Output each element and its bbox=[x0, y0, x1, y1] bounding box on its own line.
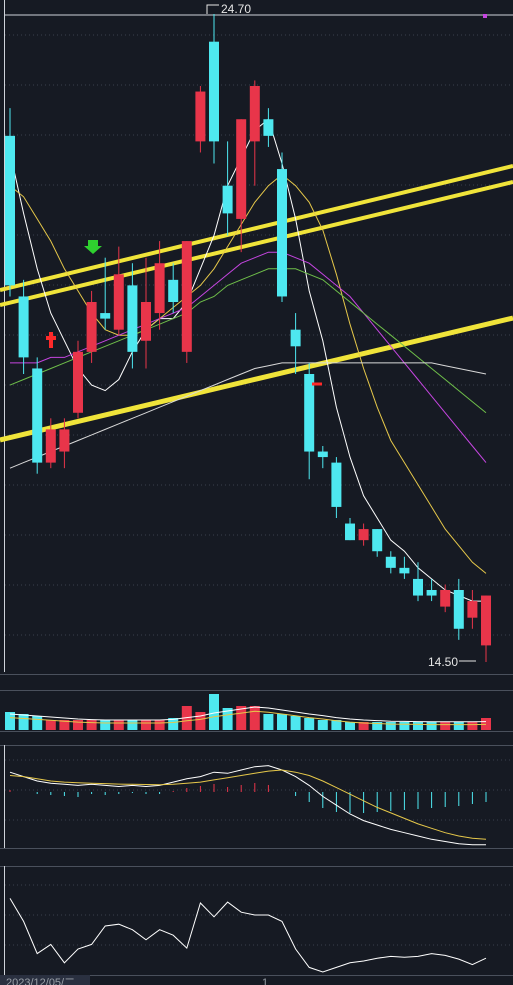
volume-bar bbox=[304, 718, 315, 730]
volume-bar bbox=[440, 722, 451, 730]
trend-lines bbox=[0, 164, 513, 443]
high-price-label: 24.70 bbox=[221, 2, 251, 16]
volume-bar bbox=[236, 706, 247, 730]
volume-ma-line bbox=[9, 706, 487, 723]
buy-signal-icon bbox=[84, 240, 102, 254]
candlesticks bbox=[5, 4, 491, 662]
volume-bar bbox=[467, 722, 478, 730]
candle-body bbox=[45, 429, 56, 463]
volume-bar bbox=[141, 720, 151, 730]
volume-bar bbox=[345, 722, 355, 730]
date-label-box bbox=[0, 975, 90, 985]
volume-bar bbox=[59, 720, 70, 730]
candle-body bbox=[317, 451, 328, 458]
trend-line-upper bbox=[0, 164, 513, 292]
ma-line bbox=[9, 118, 486, 602]
candle-body bbox=[100, 313, 111, 319]
volume-bar bbox=[385, 722, 396, 730]
candle-body bbox=[304, 374, 315, 452]
candle-body bbox=[73, 351, 83, 413]
oscillator-line bbox=[9, 898, 487, 973]
candle-body bbox=[263, 119, 274, 136]
candle-body bbox=[467, 601, 478, 618]
ma-line bbox=[9, 268, 487, 414]
candle-body bbox=[86, 302, 97, 352]
volume-bar bbox=[222, 708, 233, 730]
candle-body bbox=[440, 590, 451, 607]
volume-bar bbox=[113, 720, 124, 730]
candle-body bbox=[113, 274, 124, 330]
volume-bar bbox=[73, 720, 83, 730]
volume-bar bbox=[277, 714, 287, 730]
volume-bar bbox=[209, 694, 219, 730]
volume-ma2-line bbox=[9, 710, 487, 726]
x-tick-label: 1 bbox=[262, 977, 268, 985]
candle-body bbox=[372, 529, 383, 552]
candle-body bbox=[154, 263, 165, 314]
macd-dif-line bbox=[9, 765, 486, 846]
volume-bar bbox=[358, 722, 369, 730]
low-price-label: 14.50 bbox=[428, 655, 458, 669]
volume-bar bbox=[100, 720, 111, 730]
macd-dea-line bbox=[9, 769, 487, 840]
volume-bar bbox=[249, 706, 260, 730]
candle-body bbox=[222, 185, 233, 214]
volume-bar bbox=[372, 722, 383, 730]
volume-bar bbox=[317, 720, 328, 730]
candle-body bbox=[168, 279, 179, 302]
volume-bar bbox=[168, 718, 179, 730]
volume-bar bbox=[195, 712, 206, 730]
candle-body bbox=[181, 241, 192, 352]
candle-body bbox=[358, 529, 369, 541]
trend-line-middle bbox=[0, 180, 513, 307]
volume-bar bbox=[127, 720, 138, 730]
volume-bar bbox=[290, 716, 301, 730]
volume-bar bbox=[154, 720, 165, 730]
candle-body bbox=[5, 135, 15, 286]
high-pointer bbox=[206, 4, 219, 14]
trend-line-lower bbox=[0, 315, 513, 443]
date-label: 2023/12/05/二 bbox=[6, 977, 75, 985]
volume-bar bbox=[86, 720, 97, 730]
sell-signal-icon bbox=[46, 332, 56, 348]
macd-panel bbox=[9, 765, 487, 846]
candle-body bbox=[385, 556, 396, 568]
volume-bar bbox=[453, 722, 464, 730]
volume-panel bbox=[5, 694, 491, 730]
oscillator-panel bbox=[9, 898, 487, 973]
candle-body bbox=[195, 91, 206, 142]
ma-line bbox=[9, 362, 487, 469]
candle-body bbox=[32, 368, 43, 463]
volume-bar bbox=[263, 714, 274, 730]
candle-body bbox=[399, 567, 410, 574]
volume-bar bbox=[331, 720, 342, 730]
corner-marker bbox=[483, 14, 487, 18]
volume-bar bbox=[426, 722, 437, 730]
candle-body bbox=[426, 590, 437, 596]
candle-body bbox=[481, 595, 491, 646]
candle-body bbox=[141, 302, 151, 341]
candle-body bbox=[331, 462, 342, 507]
volume-bar bbox=[45, 720, 56, 730]
candle-body bbox=[209, 41, 219, 142]
candle-body bbox=[453, 590, 464, 629]
candle-body bbox=[59, 429, 70, 452]
volume-bar bbox=[481, 718, 491, 730]
candle-body bbox=[236, 119, 247, 219]
volume-bar bbox=[5, 712, 15, 730]
candle-body bbox=[249, 86, 260, 142]
candle-body bbox=[345, 523, 355, 541]
volume-bar bbox=[399, 722, 410, 730]
candle-body bbox=[277, 169, 287, 297]
volume-bar bbox=[32, 716, 43, 730]
candle-body bbox=[18, 296, 29, 358]
candle-body bbox=[413, 578, 423, 596]
candle-body bbox=[127, 285, 138, 352]
volume-bar bbox=[413, 722, 423, 730]
candle-body bbox=[290, 329, 301, 347]
volume-bar bbox=[18, 714, 29, 730]
signal-markers bbox=[46, 240, 322, 386]
